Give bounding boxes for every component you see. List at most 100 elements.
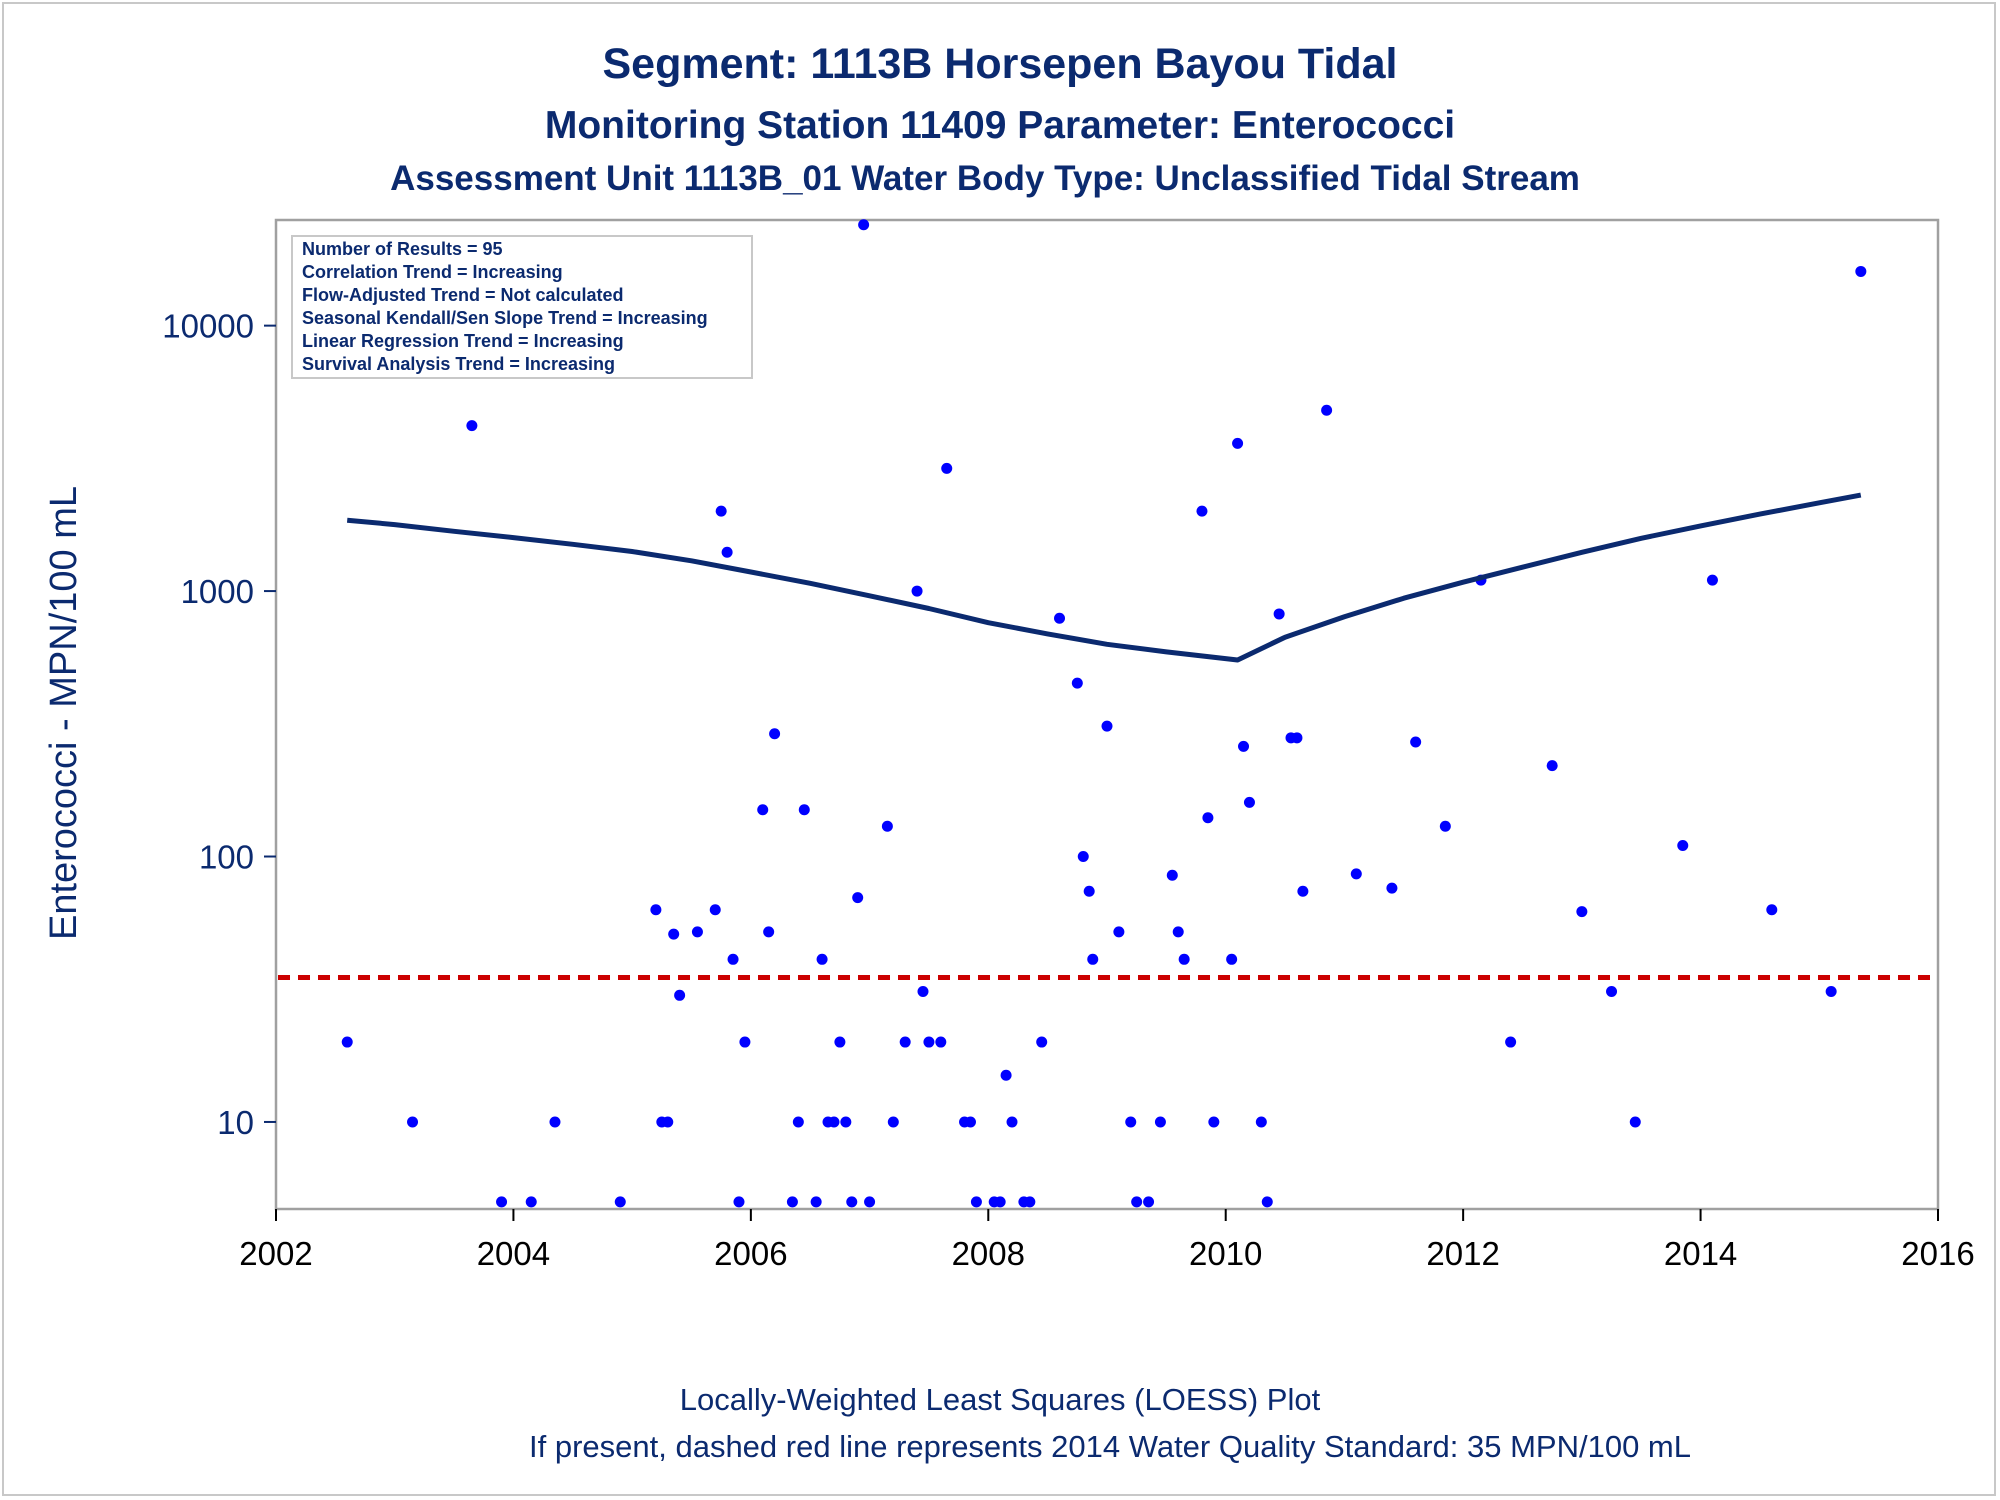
data-point: [1766, 904, 1778, 916]
data-point: [935, 1036, 947, 1048]
data-point: [1273, 608, 1285, 620]
data-point: [917, 986, 929, 998]
y-tick-label: 100: [199, 839, 254, 876]
data-point: [798, 804, 810, 816]
data-point: [1125, 1116, 1137, 1128]
data-point: [674, 989, 686, 1001]
x-tick-label: 2004: [477, 1235, 550, 1272]
data-point: [407, 1116, 419, 1128]
stats-line: Survival Analysis Trend = Increasing: [302, 354, 615, 374]
axes: 2002 2004 2006 2008 2010 2012 2014 2016 10 100 100…: [162, 308, 1974, 1272]
x-tick-label: 2012: [1426, 1235, 1499, 1272]
data-point: [828, 1116, 840, 1128]
data-point: [881, 820, 893, 832]
data-point: [1166, 869, 1178, 881]
data-point: [466, 420, 478, 432]
data-point: [691, 926, 703, 938]
x-tick-label: 2016: [1901, 1235, 1974, 1272]
data-point: [1576, 906, 1588, 918]
data-point: [1054, 612, 1066, 624]
footnote-loess: Locally-Weighted Least Squares (LOESS) P…: [680, 1382, 1321, 1417]
data-point: [1291, 732, 1303, 744]
data-point: [1855, 265, 1867, 277]
plot-area: [274, 218, 1940, 1211]
stats-line: Flow-Adjusted Trend = Not calculated: [302, 285, 624, 305]
data-point: [816, 953, 828, 965]
stats-line: Correlation Trend = Increasing: [302, 262, 563, 282]
x-tick-label: 2010: [1189, 1235, 1262, 1272]
y-tick-label: 1000: [181, 573, 254, 610]
data-point: [763, 926, 775, 938]
data-point: [1000, 1069, 1012, 1081]
data-point: [1350, 868, 1362, 880]
data-point: [964, 1116, 976, 1128]
data-point: [1208, 1116, 1220, 1128]
data-point: [911, 585, 923, 597]
data-point: [496, 1196, 508, 1208]
data-point: [668, 928, 680, 940]
loess-layer: [346, 492, 1862, 663]
data-point: [1202, 812, 1214, 824]
data-point: [1505, 1036, 1517, 1048]
data-point: [1677, 840, 1689, 852]
data-point: [727, 953, 739, 965]
data-point: [1101, 720, 1113, 732]
data-point: [549, 1116, 561, 1128]
y-tick-label: 10: [217, 1104, 254, 1141]
data-point: [1006, 1116, 1018, 1128]
data-point: [1131, 1196, 1143, 1208]
data-point: [757, 804, 769, 816]
data-point: [1243, 796, 1255, 808]
data-point: [1410, 736, 1422, 748]
data-point: [810, 1196, 822, 1208]
stats-list: Number of Results = 95 Correlation Trend …: [302, 239, 708, 374]
loess-curve: [346, 492, 1862, 663]
stats-box: [291, 235, 753, 379]
data-point: [1386, 882, 1398, 894]
y-tick-label: 10000: [162, 308, 254, 345]
data-point: [1297, 885, 1309, 897]
chart-title: Segment: 1113B Horsepen Bayou Tidal: [603, 40, 1398, 88]
data-point: [662, 1116, 674, 1128]
data-point: [834, 1036, 846, 1048]
data-point: [709, 904, 721, 916]
data-points: [341, 219, 1867, 1208]
data-point: [1439, 820, 1451, 832]
y-axis-label: Enterococci - MPN/100 mL: [43, 486, 85, 940]
x-tick-label: 2002: [239, 1235, 312, 1272]
data-point: [970, 1196, 982, 1208]
data-point: [1606, 986, 1618, 998]
data-point: [1706, 574, 1718, 586]
data-point: [1196, 505, 1208, 517]
data-point: [1261, 1196, 1273, 1208]
data-point: [899, 1036, 911, 1048]
data-point: [1024, 1196, 1036, 1208]
x-tick-label: 2006: [714, 1235, 787, 1272]
data-point: [1629, 1116, 1641, 1128]
data-point: [846, 1196, 858, 1208]
data-point: [1036, 1036, 1048, 1048]
data-point: [994, 1196, 1006, 1208]
data-point: [1255, 1116, 1267, 1128]
data-point: [923, 1036, 935, 1048]
data-point: [1077, 851, 1089, 863]
data-point: [1154, 1116, 1166, 1128]
chart-subtitle-2: Assessment Unit 1113B_01 Water Body Type…: [390, 159, 1580, 198]
data-point: [614, 1196, 626, 1208]
data-point: [852, 892, 864, 904]
data-point: [1172, 926, 1184, 938]
data-point: [1546, 760, 1558, 772]
data-point: [650, 904, 662, 916]
x-tick-label: 2014: [1664, 1235, 1737, 1272]
data-point: [1071, 677, 1083, 689]
data-point: [721, 546, 733, 558]
data-point: [769, 728, 781, 740]
data-point: [792, 1116, 804, 1128]
data-point: [1321, 404, 1333, 416]
data-point: [887, 1116, 899, 1128]
data-point: [715, 505, 727, 517]
stats-line: Number of Results = 95: [302, 239, 503, 259]
chart-subtitle: Monitoring Station 11409 Parameter: Ente…: [545, 104, 1455, 147]
data-point: [525, 1196, 537, 1208]
data-point: [733, 1196, 745, 1208]
